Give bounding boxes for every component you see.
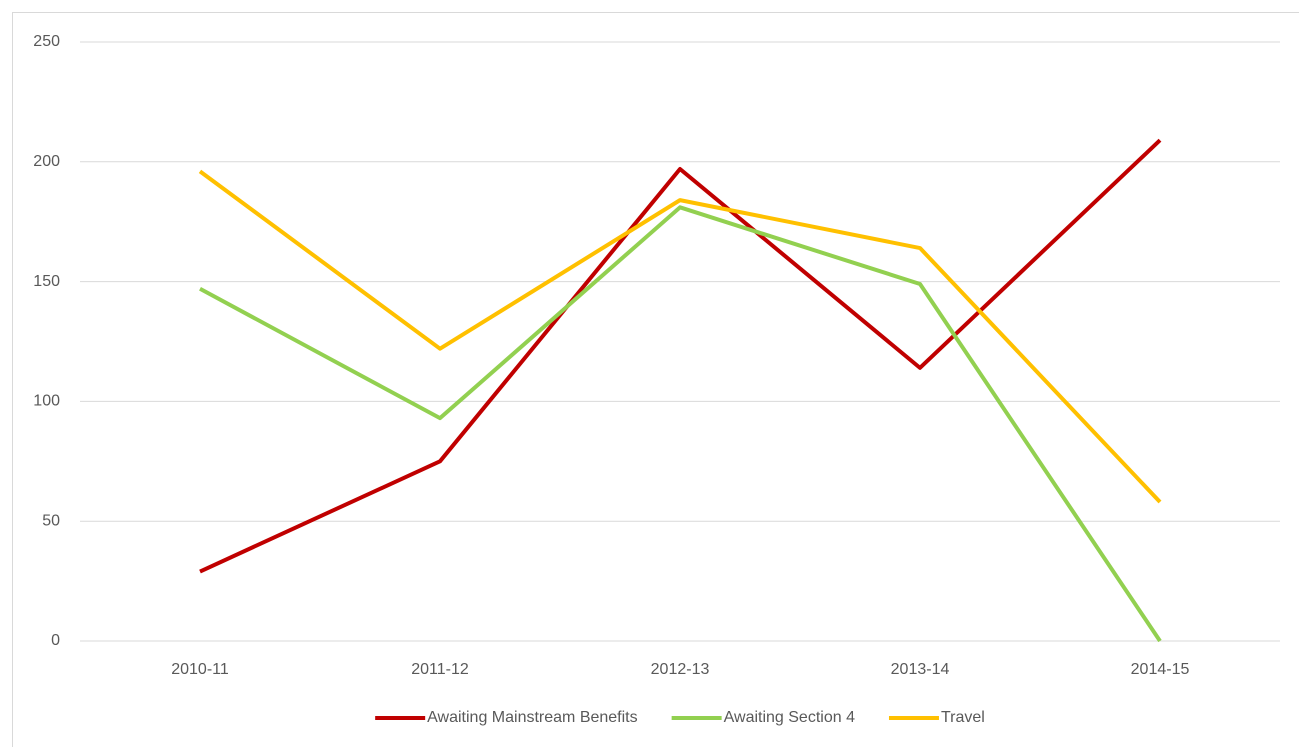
y-tick-label: 250 [33,33,60,50]
y-tick-label: 200 [33,153,60,170]
series-line [199,138,1162,574]
x-tick-label: 2011-12 [411,661,469,678]
series-line [199,205,1162,643]
legend-label: Travel [941,709,985,726]
y-tick-label: 0 [51,632,60,649]
legend-label: Awaiting Mainstream Benefits [427,709,637,726]
chart-border [12,12,1299,747]
x-tick-label: 2014-15 [1131,661,1190,678]
legend-label: Awaiting Section 4 [724,709,855,726]
x-tick-label: 2012-13 [651,661,710,678]
y-tick-label: 100 [33,393,60,410]
y-tick-label: 150 [33,273,60,290]
x-tick-label: 2013-14 [891,661,950,678]
y-tick-label: 50 [42,512,60,529]
series-line [198,169,1162,504]
x-tick-label: 2010-11 [171,661,229,678]
